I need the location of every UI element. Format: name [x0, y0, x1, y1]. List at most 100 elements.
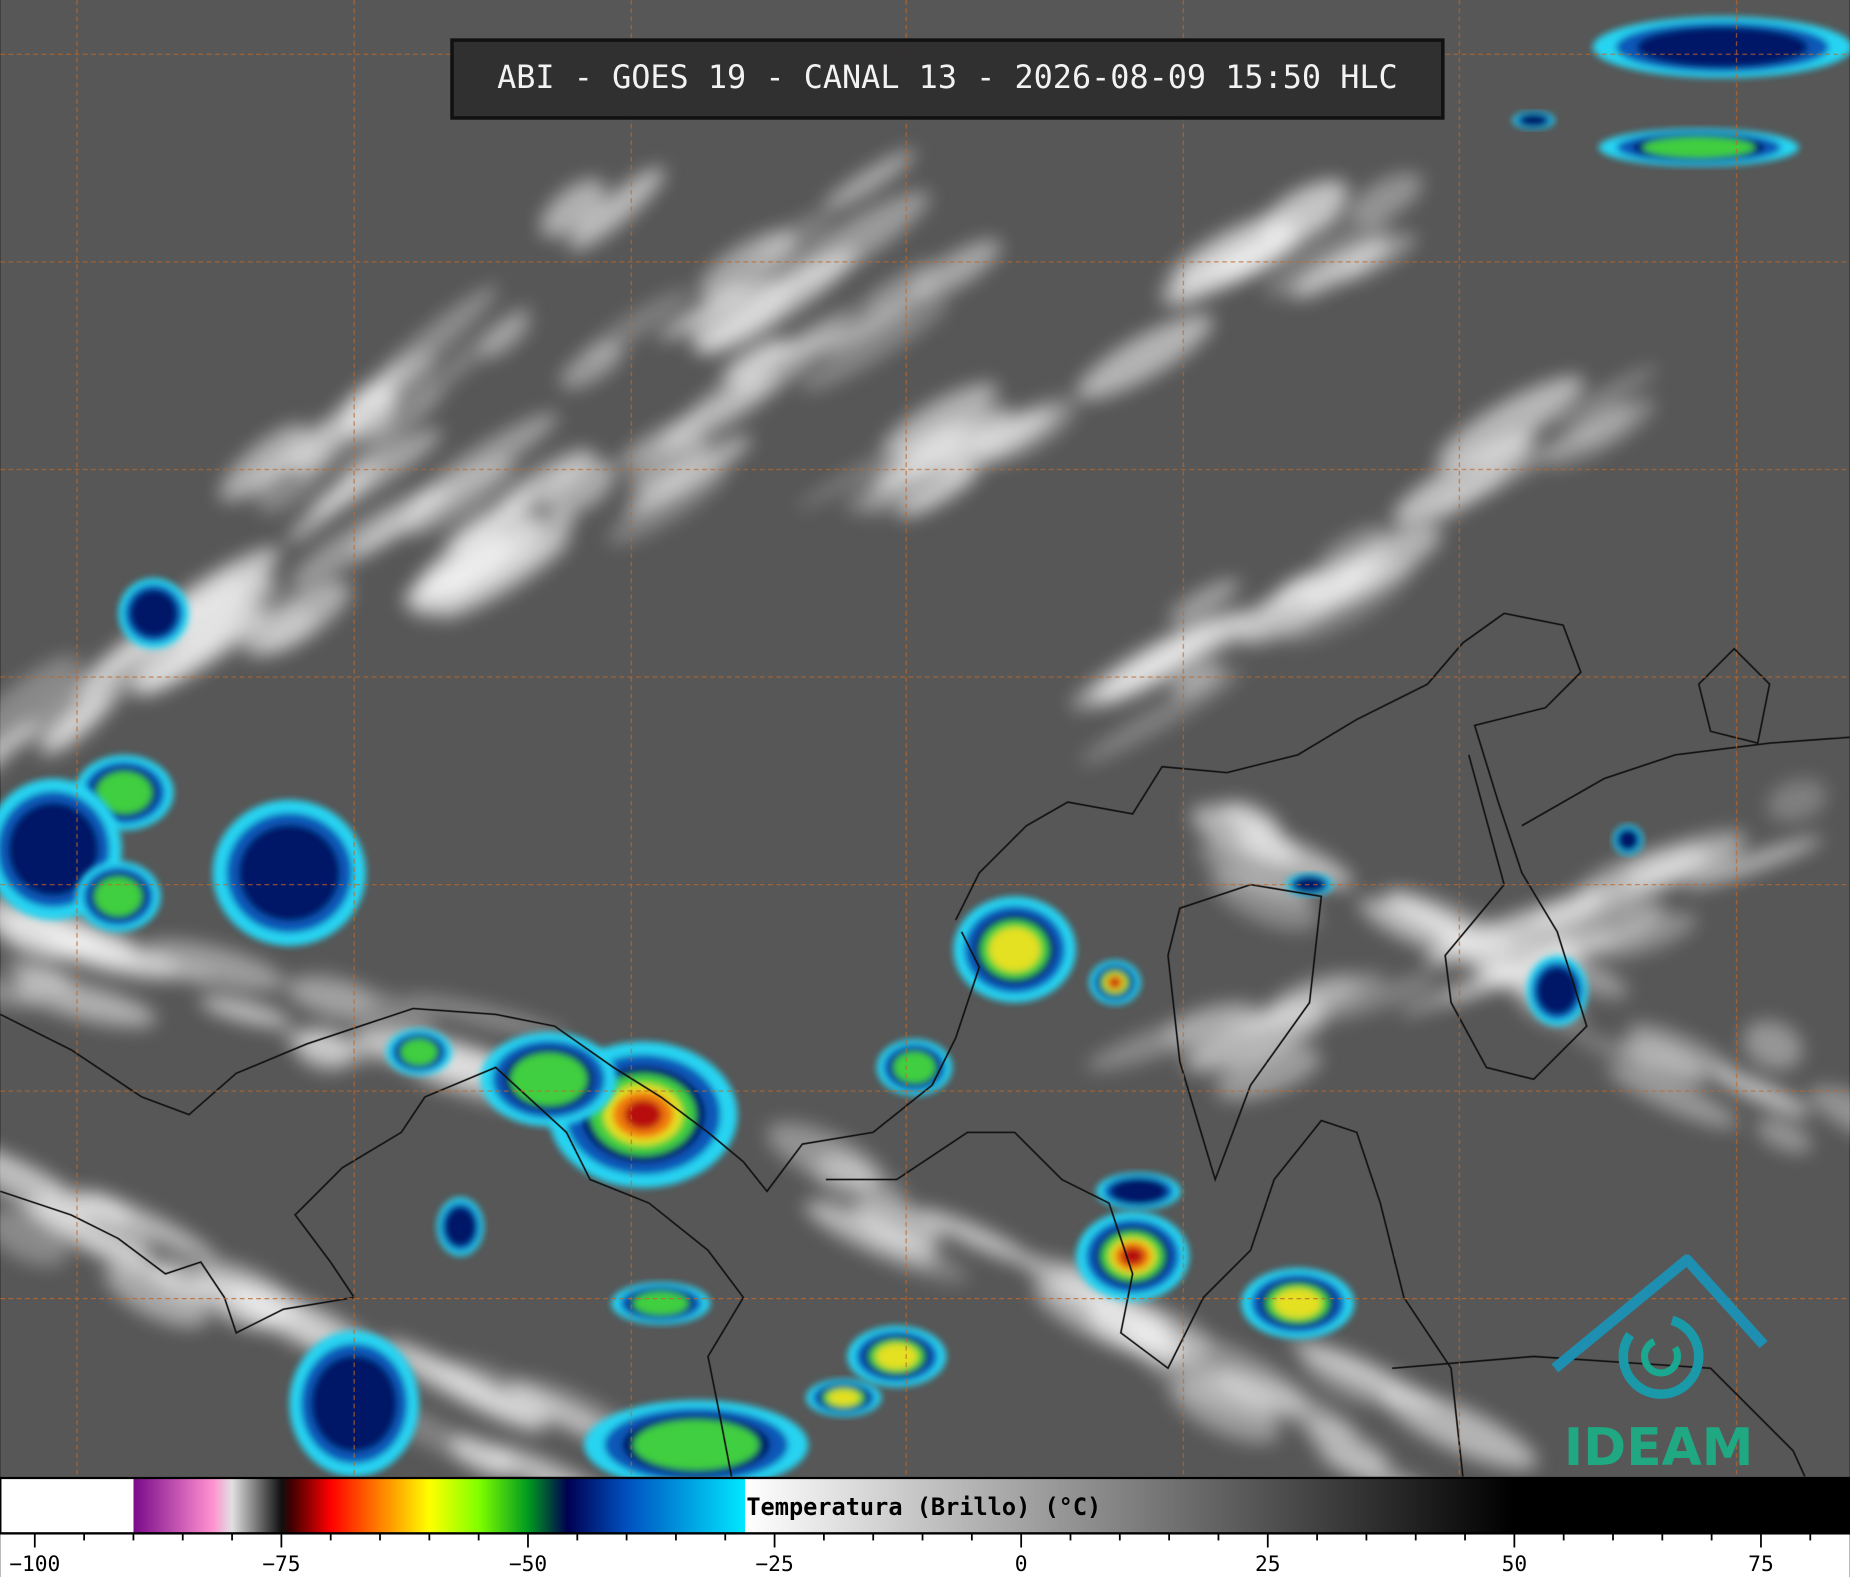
cloud — [275, 1311, 338, 1345]
title-box: ABI - GOES 19 - CANAL 13 - 2026-08-09 15… — [450, 38, 1445, 120]
cloud — [1171, 661, 1224, 697]
cloud — [1436, 375, 1585, 468]
tick-label: −50 — [509, 1552, 547, 1577]
cloud — [281, 1028, 378, 1064]
cloud — [881, 382, 998, 457]
cell-layer — [1110, 1178, 1167, 1204]
cell-layer — [1636, 26, 1808, 68]
convective-cell — [1088, 960, 1141, 1005]
cloud — [912, 239, 1002, 300]
cloud — [628, 436, 710, 494]
cloud — [1349, 172, 1423, 225]
cloud — [1191, 804, 1297, 866]
cloud — [1743, 1020, 1803, 1071]
cloud — [540, 178, 606, 238]
logo-swirl — [1640, 1336, 1682, 1377]
cloud — [1168, 578, 1240, 624]
cloud — [774, 190, 930, 295]
cloud — [256, 447, 330, 513]
cloud — [1571, 404, 1633, 446]
tick-label: −100 — [9, 1552, 60, 1577]
cloud — [690, 279, 792, 352]
convective-cell — [385, 1028, 453, 1076]
cloud — [976, 410, 1042, 453]
cell-layer — [130, 589, 177, 637]
title: ABI - GOES 19 - CANAL 13 - 2026-08-09 15… — [497, 58, 1398, 96]
cloud — [918, 1209, 1034, 1265]
cloud — [1756, 1117, 1812, 1154]
cloud — [286, 363, 409, 470]
convective-cell — [75, 861, 161, 932]
cloud — [449, 1435, 516, 1478]
cloud — [1317, 525, 1387, 571]
cloud — [780, 307, 859, 358]
cloud — [0, 911, 91, 961]
cloud — [1215, 1046, 1322, 1101]
cloud — [242, 416, 337, 498]
cell-layer — [624, 1100, 662, 1130]
cloud — [1289, 1338, 1439, 1410]
cloud — [142, 939, 285, 991]
logo-mountain — [1551, 1254, 1768, 1373]
cloud — [288, 972, 375, 1021]
cloud — [402, 535, 514, 608]
cell-layer — [893, 1051, 936, 1084]
cloud — [219, 423, 309, 502]
cell-layer — [875, 1343, 918, 1370]
convective-cell — [876, 1039, 953, 1096]
cell-layer — [633, 1419, 759, 1470]
cloud — [1475, 427, 1542, 468]
convective-cell — [1096, 1172, 1181, 1211]
cloud — [1092, 610, 1250, 706]
cloud — [822, 150, 916, 212]
cloud — [171, 592, 250, 648]
cloud — [1247, 972, 1384, 1030]
cloud — [898, 468, 978, 518]
cloud — [351, 486, 456, 556]
cloud — [506, 1383, 614, 1440]
cloud — [199, 996, 291, 1027]
cloud — [402, 458, 515, 536]
cloud — [1264, 218, 1393, 298]
tick-label: 25 — [1255, 1552, 1281, 1577]
cell-layer — [444, 1207, 476, 1247]
tick-label: 50 — [1502, 1552, 1528, 1577]
cloud — [1163, 1001, 1252, 1049]
cloud — [0, 655, 80, 769]
convective-cell — [1612, 824, 1644, 856]
cloud — [1213, 1367, 1358, 1439]
cloud — [543, 458, 616, 516]
cell-layer — [1617, 829, 1639, 850]
convective-cell — [480, 1032, 618, 1127]
cloud — [12, 977, 157, 1027]
cloud — [1126, 1323, 1185, 1368]
cloud — [854, 1195, 941, 1251]
cell-layer — [1121, 1247, 1144, 1266]
cloud — [1808, 1086, 1850, 1153]
cell-layer — [400, 1038, 438, 1066]
cloud — [1323, 973, 1439, 1021]
cloud — [335, 387, 446, 483]
cloud — [818, 283, 934, 356]
cloud — [1547, 899, 1666, 957]
cloud — [857, 261, 936, 311]
cell-layer — [8, 802, 99, 896]
cell-layer — [633, 1291, 689, 1316]
cloud — [1080, 669, 1243, 765]
cloud — [625, 435, 752, 516]
cloud — [0, 967, 41, 1008]
logo-swirl — [1618, 1313, 1704, 1399]
convective-cell — [953, 896, 1076, 1003]
cloud — [1712, 1069, 1810, 1116]
cell-layer — [1642, 136, 1755, 159]
cloud — [1303, 527, 1442, 614]
cloud — [582, 288, 691, 361]
cloud — [381, 1349, 544, 1433]
cell-layer — [1273, 1288, 1322, 1319]
cloud — [310, 428, 442, 516]
cell-layer — [238, 824, 340, 922]
cloud — [1076, 313, 1214, 400]
cloud — [84, 1191, 217, 1261]
cloud — [0, 1208, 69, 1266]
